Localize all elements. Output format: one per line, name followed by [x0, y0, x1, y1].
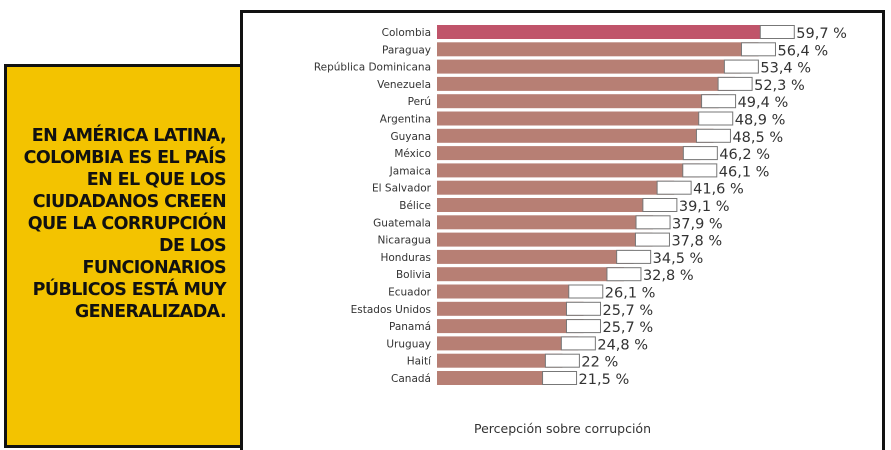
bar: [437, 319, 584, 334]
bar: [437, 232, 653, 247]
data-label: 48,5 %: [732, 130, 783, 146]
value-box: [542, 371, 578, 385]
category-label: Jamaica: [389, 165, 431, 177]
value-box: [544, 353, 580, 368]
category-label: Estados Unidos: [351, 304, 431, 316]
category-label: Nicaragua: [378, 235, 431, 247]
value-box: [656, 180, 692, 195]
value-box: [740, 42, 776, 57]
bar: [437, 42, 759, 57]
data-label: 46,1 %: [719, 164, 770, 180]
bar: [437, 146, 701, 161]
value-box: [568, 284, 604, 299]
bar: [437, 353, 563, 368]
data-label: 25,7 %: [602, 320, 653, 336]
headline-panel: EN AMÉRICA LATINA, COLOMBIA ES EL PAÍS E…: [4, 64, 240, 448]
value-box: [565, 301, 601, 316]
value-box: [642, 198, 678, 212]
value-box: [682, 163, 718, 178]
category-label: Haití: [407, 356, 432, 368]
data-label: 56,4 %: [777, 43, 828, 59]
data-label: 41,6 %: [693, 182, 744, 198]
data-label: 37,8 %: [671, 234, 722, 250]
category-label: Guatemala: [373, 217, 431, 229]
bar: [437, 180, 675, 195]
value-box: [682, 146, 718, 161]
data-label: 21,5 %: [579, 372, 630, 388]
category-label: Bélice: [399, 200, 431, 212]
data-label: 37,9 %: [672, 216, 723, 232]
value-box: [723, 59, 759, 74]
value-box: [701, 94, 737, 109]
bar: [437, 198, 660, 212]
value-box: [695, 128, 731, 143]
category-label: Honduras: [380, 252, 431, 264]
x-axis-label: Percepción sobre corrupción: [473, 421, 651, 436]
category-label: Uruguay: [386, 338, 431, 350]
data-label: 53,4 %: [760, 61, 811, 77]
bar: [437, 94, 719, 109]
category-label: República Dominicana: [314, 62, 431, 74]
category-label: Canadá: [391, 373, 431, 385]
bar: [437, 336, 579, 351]
data-label: 48,9 %: [735, 113, 786, 129]
data-label: 25,7 %: [602, 303, 653, 319]
value-box: [698, 111, 734, 126]
category-label: Perú: [408, 96, 431, 108]
data-label: 24,8 %: [597, 337, 648, 353]
value-box: [717, 76, 753, 91]
bar: [437, 215, 654, 230]
data-label: 52,3 %: [754, 78, 805, 94]
category-label: Argentina: [380, 114, 431, 126]
data-label: 34,5 %: [653, 251, 704, 267]
value-box: [565, 319, 601, 334]
chart-frame: Colombia 59,7 % Paraguay 56,4 % República Do…: [240, 10, 885, 450]
data-label: 49,4 %: [738, 95, 789, 111]
category-label: Bolivia: [396, 269, 431, 281]
bar: [437, 284, 586, 299]
bar: [437, 59, 742, 74]
bar-chart: Colombia 59,7 % Paraguay 56,4 % República Do…: [314, 25, 847, 388]
headline-text: EN AMÉRICA LATINA, COLOMBIA ES EL PAÍS E…: [23, 126, 227, 322]
category-label: Paraguay: [382, 44, 431, 56]
data-label: 22 %: [581, 355, 618, 371]
value-box: [635, 215, 671, 230]
bar: [437, 267, 624, 282]
data-label: 59,7 %: [796, 26, 847, 42]
category-label: Venezuela: [377, 79, 431, 91]
bar: [437, 301, 584, 316]
category-label: El Salvador: [372, 183, 432, 195]
data-label: 46,2 %: [719, 147, 770, 163]
data-label: 39,1 %: [679, 199, 730, 215]
data-label: 26,1 %: [605, 286, 656, 302]
category-label: Panamá: [389, 321, 431, 333]
bar: [437, 76, 736, 91]
category-label: México: [394, 148, 431, 160]
bar: [437, 371, 560, 385]
bar: [437, 25, 778, 39]
category-label: Colombia: [382, 27, 431, 39]
value-box: [606, 267, 642, 282]
category-label: Ecuador: [388, 287, 432, 299]
value-box: [634, 232, 670, 247]
value-box: [759, 25, 795, 39]
value-box: [560, 336, 596, 351]
bar: [437, 249, 634, 264]
data-label: 32,8 %: [643, 268, 694, 284]
value-box: [616, 249, 652, 264]
bar: [437, 111, 716, 126]
bar: [437, 163, 700, 178]
bar: [437, 128, 714, 143]
category-label: Guyana: [390, 131, 431, 143]
